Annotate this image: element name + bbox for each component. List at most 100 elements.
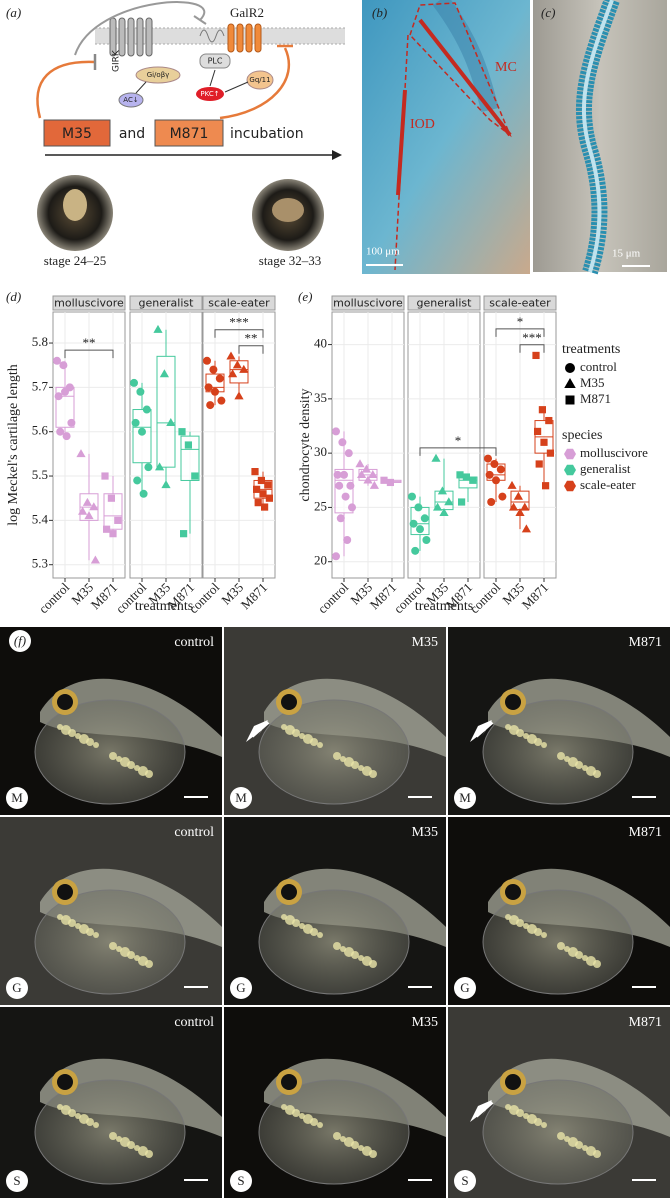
point bbox=[363, 475, 373, 484]
point bbox=[338, 438, 347, 447]
legend-label: scale-eater bbox=[580, 477, 636, 492]
point bbox=[82, 497, 92, 506]
yolk-spot bbox=[68, 919, 76, 927]
pupil bbox=[281, 694, 297, 710]
point bbox=[513, 491, 523, 500]
treatment-label: M35 bbox=[412, 635, 438, 650]
point bbox=[490, 460, 499, 468]
label: stage 24–25 bbox=[44, 253, 106, 268]
yolk-spot bbox=[534, 1118, 542, 1126]
point bbox=[344, 449, 353, 458]
legend-symbol bbox=[565, 363, 575, 373]
yolk-spot bbox=[86, 928, 94, 936]
label: AC↓ bbox=[123, 96, 138, 104]
yolk-spot bbox=[557, 752, 565, 760]
strip bbox=[202, 295, 276, 311]
membrane bbox=[95, 28, 345, 44]
legend-title: treatments bbox=[562, 342, 620, 357]
point bbox=[59, 361, 68, 370]
point bbox=[191, 472, 199, 480]
point bbox=[67, 418, 76, 427]
significance-bracket bbox=[519, 344, 545, 353]
label: MC bbox=[495, 60, 517, 75]
y-tick-label: 5.7 bbox=[32, 378, 49, 393]
pupil bbox=[281, 884, 297, 900]
species-label: G bbox=[12, 980, 21, 995]
strip bbox=[129, 295, 203, 311]
point bbox=[114, 516, 122, 524]
pupil bbox=[57, 884, 73, 900]
yolk bbox=[34, 1079, 186, 1185]
yolk-spot bbox=[86, 738, 94, 746]
y-tick-label: 5.3 bbox=[32, 556, 48, 571]
species-badge bbox=[6, 787, 28, 809]
yolk-spot bbox=[109, 1132, 117, 1140]
treatment-label: M871 bbox=[629, 825, 662, 840]
point bbox=[538, 406, 546, 414]
label: incubation bbox=[230, 126, 304, 142]
point bbox=[78, 506, 88, 515]
legend-title: species bbox=[562, 428, 602, 443]
point bbox=[166, 418, 176, 427]
yolk-spot bbox=[93, 742, 99, 748]
label: GalR2 bbox=[230, 5, 264, 20]
yolk-spot bbox=[127, 1141, 135, 1149]
point bbox=[336, 514, 345, 523]
y-tick-label: 30 bbox=[314, 444, 327, 459]
strip bbox=[407, 295, 481, 311]
point bbox=[138, 427, 146, 436]
point bbox=[414, 503, 423, 512]
point bbox=[332, 427, 340, 436]
point bbox=[228, 369, 238, 378]
point bbox=[178, 428, 186, 436]
treatment-label: control bbox=[174, 1015, 214, 1030]
panel-b: (b) IOD MC 100 μm bbox=[362, 0, 530, 274]
point bbox=[76, 449, 86, 458]
legend-label: M871 bbox=[580, 391, 611, 406]
label: PKC↑ bbox=[200, 90, 219, 98]
yolk-spot bbox=[541, 1122, 547, 1128]
significance-bracket bbox=[64, 349, 114, 359]
point bbox=[343, 536, 352, 544]
yolk-spot bbox=[310, 928, 318, 936]
yolk-spot bbox=[593, 1150, 601, 1158]
point bbox=[159, 369, 169, 378]
point bbox=[333, 470, 342, 479]
yolk-spot bbox=[575, 951, 583, 959]
point bbox=[361, 464, 371, 473]
arrow-shaft bbox=[250, 720, 270, 738]
species-label: S bbox=[237, 1173, 244, 1188]
species-badge bbox=[230, 787, 252, 809]
point bbox=[515, 508, 525, 517]
species-label: M bbox=[235, 790, 247, 805]
x-axis-title: treatments bbox=[415, 599, 473, 614]
pupil bbox=[57, 1074, 73, 1090]
y-axis-title: chondrocyte density bbox=[298, 388, 313, 501]
point bbox=[422, 536, 431, 544]
point bbox=[53, 356, 61, 365]
y-axis-title: log Meckel's cartilage length bbox=[6, 364, 21, 526]
x-tick-label: control bbox=[315, 579, 352, 616]
yolk bbox=[34, 889, 186, 995]
point bbox=[139, 489, 148, 498]
significance-label: *** bbox=[229, 315, 249, 330]
panel-a: (a) GIRK GalR2 PLC Gi/oβγ AC↓ PKC↑ Gq/11… bbox=[6, 1, 345, 268]
point bbox=[107, 494, 115, 502]
species-label: G bbox=[460, 980, 469, 995]
legend-symbol bbox=[564, 480, 576, 492]
yolk bbox=[258, 889, 410, 995]
point bbox=[265, 494, 273, 502]
significance-bracket bbox=[495, 328, 545, 337]
point bbox=[232, 360, 242, 369]
panel-label: (e) bbox=[298, 289, 312, 304]
yolk bbox=[482, 889, 634, 995]
point bbox=[254, 499, 262, 507]
label: GIRK bbox=[112, 49, 122, 72]
point bbox=[253, 485, 261, 493]
scale-label: 15 μm bbox=[612, 248, 641, 260]
label: and bbox=[119, 126, 145, 142]
point bbox=[484, 454, 492, 463]
strip-label: molluscivore bbox=[333, 297, 403, 310]
point bbox=[369, 480, 379, 489]
